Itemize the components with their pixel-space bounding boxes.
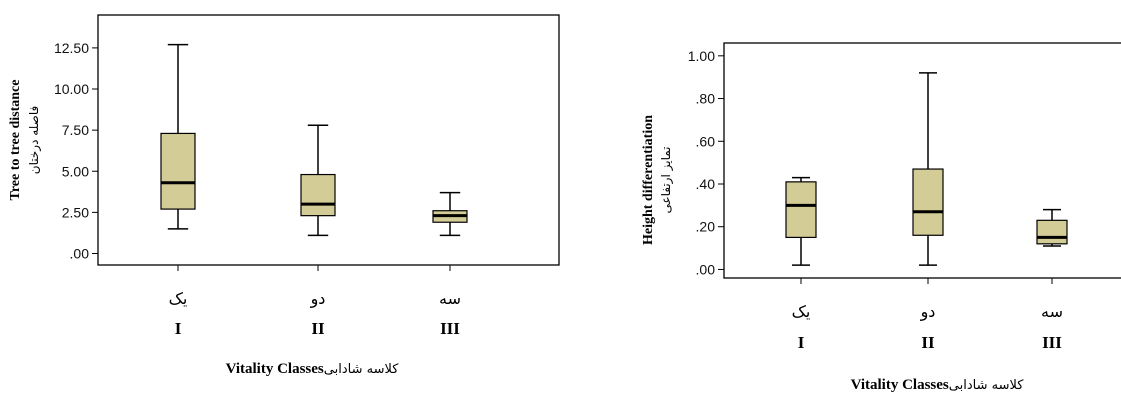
chart-2-y-tick-label: .80 [696, 91, 716, 107]
chart-1-plot-frame [97, 14, 560, 266]
chart-2-roman-label: III [1042, 333, 1062, 352]
chart-1-box-2 [300, 124, 336, 237]
chart-2-roman-label: II [921, 333, 935, 352]
chart-2-y-tick-label: .60 [696, 133, 716, 149]
chart-1-x-axis-title-en: Vitality Classes [226, 361, 324, 377]
chart-2-category-label: یک [792, 302, 811, 321]
chart-1-box-1 [160, 43, 196, 230]
chart-2-y-tick-label: .00 [696, 261, 716, 277]
chart-2-y-tick-label: .20 [696, 219, 716, 235]
chart-1-y-tick-label: 5.00 [62, 163, 89, 179]
chart-2-y-axis-title-fa: تمایز ارتفاعی [659, 146, 674, 213]
chart-1-category-label: دو [310, 289, 326, 309]
chart-1-x-axis-title: Vitality Classesکلاسه شادابی [226, 361, 400, 377]
chart-1-y-tick-label: 12.50 [54, 40, 89, 56]
chart-1-y-axis-title-fa: فاصله درختان [27, 106, 42, 174]
chart-1-category-label: سه [439, 289, 461, 308]
chart-2-box-3-iqr [1036, 219, 1068, 245]
chart-2-box-3 [1036, 208, 1068, 247]
chart-1-y-axis-title: Tree to tree distance [8, 80, 23, 201]
chart-1-box-3 [432, 191, 468, 237]
chart-1-roman-label: III [440, 319, 460, 338]
chart-1: .00 2.50 5.00 7.50 10.00 12.50 یک I دو II سه III Vit… [8, 14, 560, 377]
chart-1-x-axis-title-fa: کلاسه شادابی [324, 362, 399, 377]
chart-2: .00 .20 .40 .60 .80 1.00 یک I دو II سه III Vitality … [641, 42, 1121, 393]
chart-1-box-2-iqr [300, 173, 336, 217]
chart-2-box-2-iqr [912, 168, 944, 236]
chart-2-box-1-iqr [785, 181, 817, 239]
chart-2-y-tick-label: 1.00 [688, 48, 715, 64]
chart-2-box-1 [785, 176, 817, 266]
chart-1-roman-label: II [311, 319, 325, 338]
chart-2-roman-label: I [798, 333, 805, 352]
chart-2-category-label: دو [920, 302, 936, 322]
chart-1-y-tick-label: .00 [70, 245, 90, 261]
chart-1-category-label: یک [169, 289, 188, 308]
chart-2-x-axis-title-en: Vitality Classes [851, 377, 949, 393]
chart-1-y-tick-label: 7.50 [62, 122, 89, 138]
chart-2-x-axis-title-fa: کلاسه شادابی [949, 378, 1024, 393]
chart-1-y-tick-label: 2.50 [62, 204, 89, 220]
chart-1-y-tick-label: 10.00 [54, 81, 89, 97]
chart-1-box-1-iqr [160, 132, 196, 210]
chart-2-category-label: سه [1041, 302, 1063, 321]
chart-2-y-tick-label: .40 [696, 176, 716, 192]
chart-2-y-axis-title: Height differentiation [641, 115, 656, 245]
chart-2-plot-frame [723, 42, 1121, 279]
chart-1-roman-label: I [175, 319, 182, 338]
chart-2-box-2 [912, 72, 944, 266]
chart-2-x-axis-title: Vitality Classesکلاسه شادابی [851, 377, 1025, 393]
